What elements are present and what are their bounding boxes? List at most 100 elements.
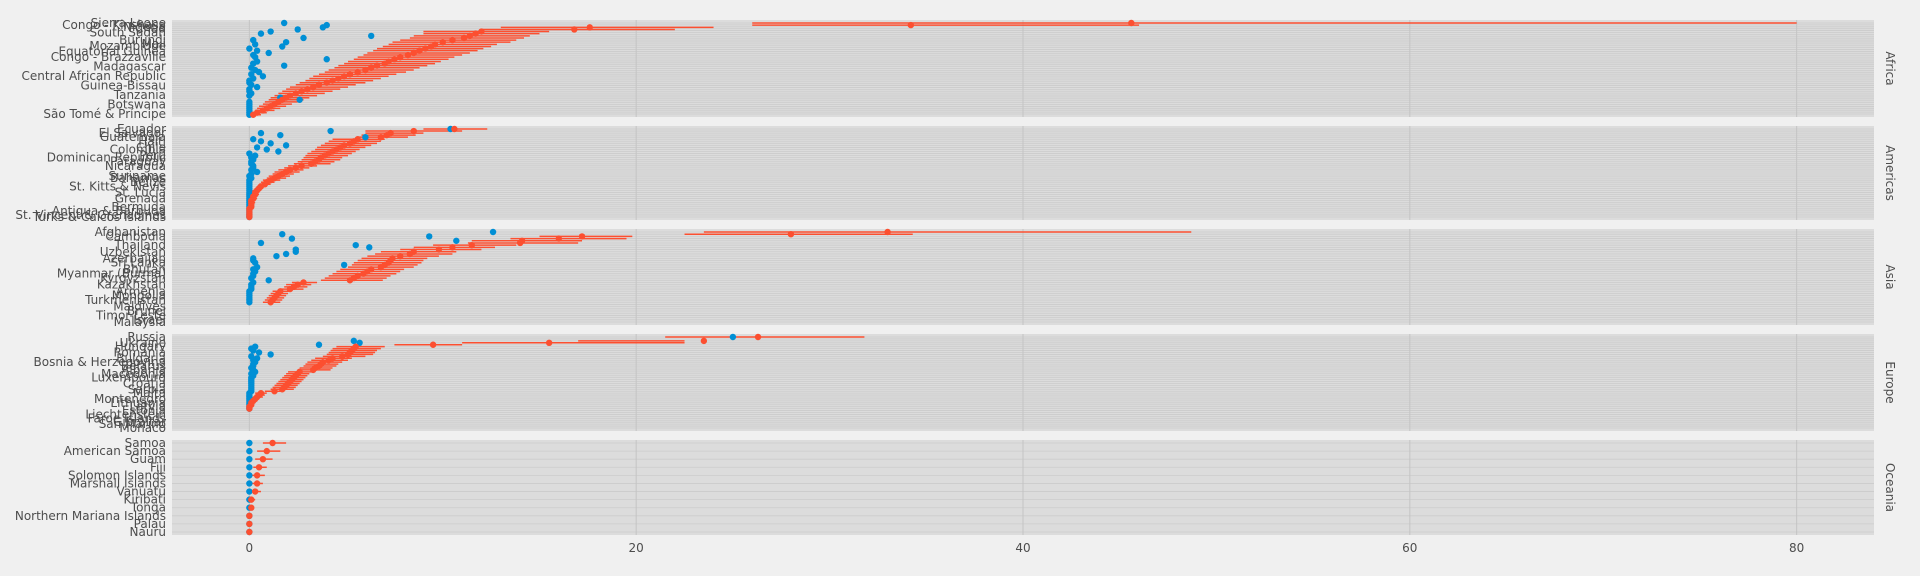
y-tick-label: Croatia xyxy=(123,376,166,390)
y-tick-label: Mali xyxy=(142,37,166,51)
y-tick-label: Myanmar (Burma) xyxy=(57,267,166,281)
data-point-series-1 xyxy=(267,351,274,358)
y-tick-label: Nauru xyxy=(130,525,166,539)
data-point-series-2 xyxy=(468,241,475,249)
y-tick-label: St. Lucia xyxy=(115,185,166,199)
data-point-series-2 xyxy=(308,160,315,167)
data-point-series-2 xyxy=(449,36,456,44)
data-point-series-2 xyxy=(451,125,458,133)
y-tick-label: Turkmenistan xyxy=(84,293,166,307)
data-point-series-2 xyxy=(381,60,388,67)
data-point-series-1 xyxy=(253,47,261,54)
data-point-series-2 xyxy=(263,447,270,455)
data-point-series-2 xyxy=(377,133,385,141)
data-point-series-1 xyxy=(282,142,290,149)
y-tick-label: São Tomé & Príncipe xyxy=(43,107,166,121)
y-tick-label: Thailand xyxy=(113,238,166,252)
data-point-series-2 xyxy=(344,351,352,358)
data-point-series-2 xyxy=(269,439,276,447)
data-point-series-2 xyxy=(1128,19,1135,27)
data-point-series-2 xyxy=(391,56,398,63)
data-point-series-1 xyxy=(253,168,261,176)
data-point-series-1 xyxy=(257,239,265,247)
y-tick-label: Turks & Caicos Islands xyxy=(32,210,166,224)
y-tick-label: Marshall Islands xyxy=(70,476,166,490)
y-tick-label: Palau xyxy=(134,517,166,531)
y-tick-label: Tanzania xyxy=(113,88,166,102)
y-tick-label: Samoa xyxy=(125,436,166,450)
data-point-series-1 xyxy=(265,277,272,284)
data-point-series-2 xyxy=(246,512,253,520)
data-point-series-1 xyxy=(246,488,253,495)
y-tick-label: Macedonia xyxy=(101,367,166,381)
y-tick-label: Serbia xyxy=(128,382,166,396)
y-tick-label: Bhutan xyxy=(123,262,166,276)
data-point-series-1 xyxy=(257,138,265,145)
data-point-series-2 xyxy=(298,88,305,95)
data-point-series-2 xyxy=(429,341,437,348)
data-point-series-1 xyxy=(246,472,253,479)
y-tick-label: Liechtenstein xyxy=(85,407,166,421)
data-point-series-2 xyxy=(246,213,253,221)
y-tick-label: Lithuania xyxy=(110,396,166,410)
y-tick-label: Monaco xyxy=(119,421,166,435)
data-point-series-2 xyxy=(253,472,261,479)
data-point-series-2 xyxy=(377,263,385,271)
y-tick-label: Bermuda xyxy=(111,200,166,214)
data-point-series-2 xyxy=(298,162,305,170)
data-point-series-2 xyxy=(373,62,381,69)
data-point-series-1 xyxy=(250,136,257,143)
data-point-series-2 xyxy=(787,230,795,238)
facet-panel: AfghanistanCambodiaThailandUzbekistanAze… xyxy=(57,225,1897,329)
data-point-series-2 xyxy=(406,250,414,258)
data-point-series-2 xyxy=(251,488,259,495)
y-tick-label: Equatorial Guinea xyxy=(58,44,166,58)
y-tick-label: Guinea-Bissau xyxy=(80,79,166,93)
y-tick-label: Israel xyxy=(133,313,166,327)
data-point-series-1 xyxy=(292,248,299,255)
data-point-series-2 xyxy=(246,405,253,412)
data-point-series-1 xyxy=(323,56,330,63)
y-tick-label: Malaysia xyxy=(114,315,166,329)
data-point-series-1 xyxy=(246,447,253,455)
data-point-series-2 xyxy=(907,21,915,29)
data-point-series-1 xyxy=(288,235,296,242)
y-tick-label: Madagascar xyxy=(93,60,166,74)
data-point-series-1 xyxy=(280,62,288,69)
data-point-series-1 xyxy=(246,439,253,447)
data-point-series-2 xyxy=(315,81,323,89)
data-point-series-2 xyxy=(397,252,404,260)
y-tick-label: Colombia xyxy=(110,142,166,156)
data-point-series-1 xyxy=(246,464,253,471)
data-point-series-2 xyxy=(292,164,299,172)
data-point-series-2 xyxy=(435,246,443,253)
y-tick-label: Fiji xyxy=(150,460,166,474)
data-point-series-1 xyxy=(259,73,267,80)
data-point-series-1 xyxy=(263,146,270,153)
data-point-series-2 xyxy=(404,51,412,59)
y-tick-label: Solomon Islands xyxy=(68,468,166,482)
data-point-series-2 xyxy=(545,339,553,347)
y-tick-label: Armenia xyxy=(116,284,166,298)
y-tick-label: Ecuador xyxy=(117,122,166,136)
data-point-series-1 xyxy=(489,228,497,236)
data-point-series-1 xyxy=(275,148,282,155)
data-point-series-1 xyxy=(453,237,460,244)
y-tick-label: Antigua & Barbuda xyxy=(52,204,166,218)
y-tick-label: Congo - Brazzaville xyxy=(51,50,166,64)
data-point-series-1 xyxy=(350,337,358,345)
y-tick-label: Nicaragua xyxy=(105,159,166,173)
y-tick-label: Malta xyxy=(133,386,166,400)
data-point-series-2 xyxy=(383,131,390,139)
y-tick-label: Chile xyxy=(136,140,166,154)
data-point-series-2 xyxy=(255,464,263,471)
data-point-series-1 xyxy=(250,347,257,354)
y-tick-label: Northern Mariana Islands xyxy=(15,509,166,523)
data-point-series-1 xyxy=(253,83,261,91)
data-point-series-2 xyxy=(304,85,311,93)
facet-strip-label: Oceania xyxy=(1883,463,1897,512)
y-tick-label: Maldives xyxy=(113,300,166,314)
x-tick-label: 20 xyxy=(629,541,644,555)
